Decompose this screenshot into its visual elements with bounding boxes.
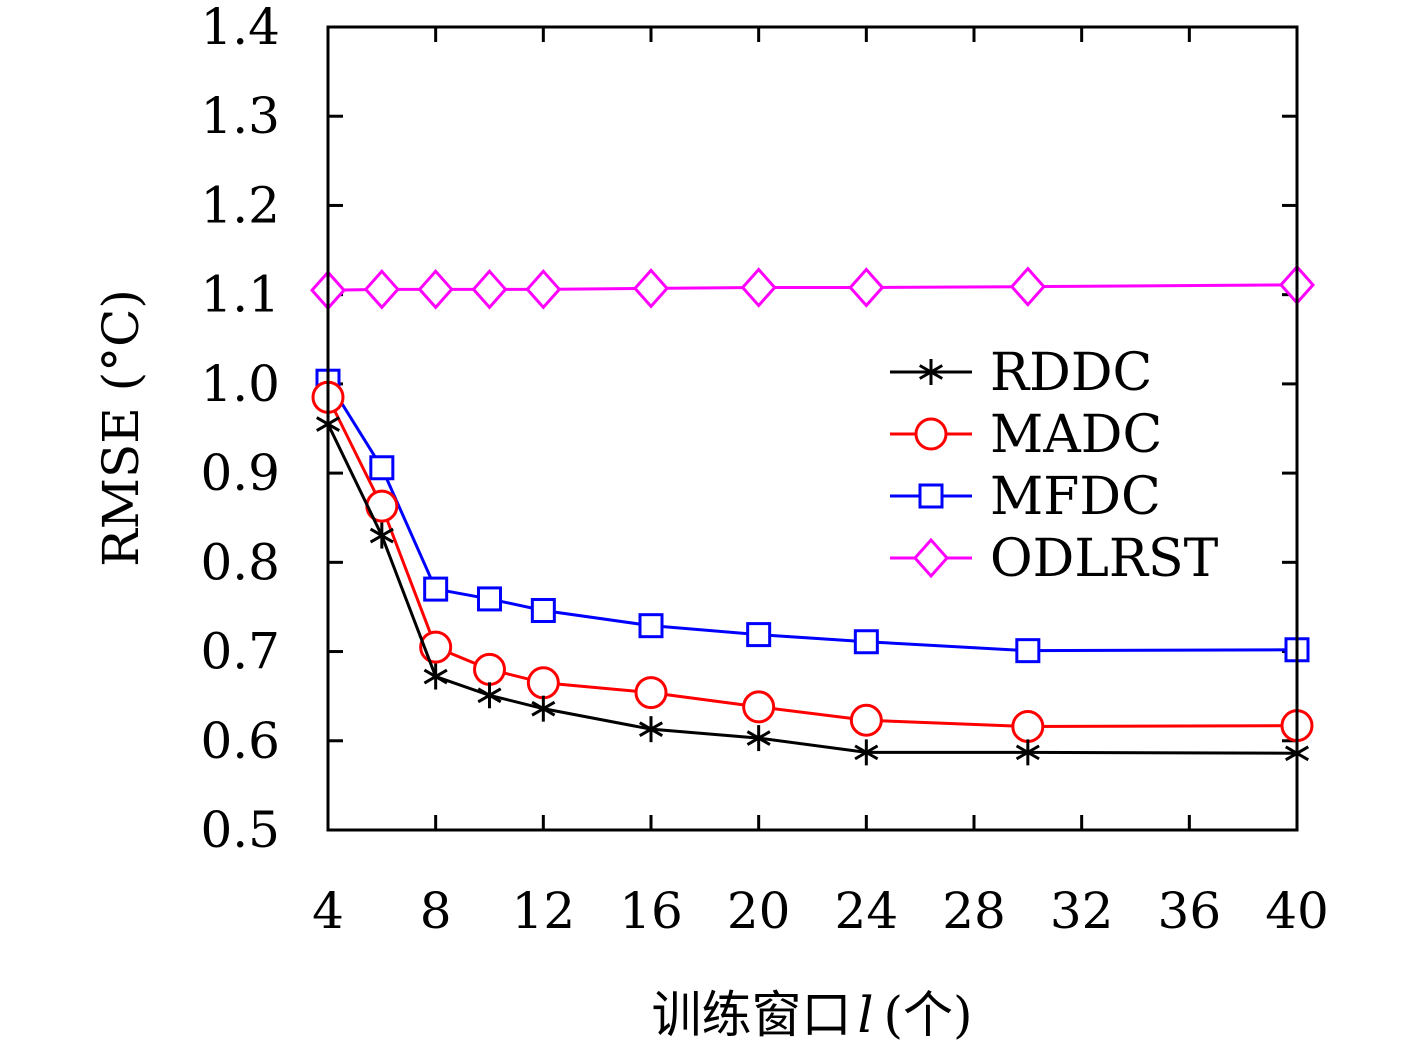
x-tick-label: 36 [1158, 882, 1222, 940]
data-point-mfdc [369, 455, 395, 481]
y-tick-label: 0.6 [200, 712, 280, 770]
y-tick-label: 0.8 [200, 533, 280, 591]
data-point-mfdc [477, 586, 502, 612]
data-point-mfdc [530, 598, 556, 624]
x-tick-label: 8 [420, 882, 452, 940]
series-line-rddc [326, 423, 1298, 755]
data-point-madc [1011, 710, 1045, 744]
data-point-rddc [746, 725, 771, 752]
axis-ticks: 0.5 0.6 0.7 0.8 0.9 1.0 1.1 1.2 1.3 1.4 4 8 12 16 20 24… [200, 0, 1328, 940]
data-point-madc [473, 652, 506, 686]
data-point-odlrst [740, 267, 777, 308]
data-point-rddc [1015, 739, 1040, 766]
y-tick-label: 0.5 [200, 801, 280, 859]
y-tick-label: 0.9 [200, 444, 280, 502]
y-tick-label: 0.7 [200, 623, 280, 681]
x-tick-label: 24 [835, 882, 899, 940]
data-point-mfdc [853, 629, 879, 655]
y-tick-label: 1.0 [200, 355, 280, 413]
data-point-odlrst [471, 269, 508, 310]
data-point-madc [742, 690, 776, 724]
x-tick-label: 32 [1050, 882, 1114, 940]
data-point-rddc [531, 695, 556, 722]
series-layer [309, 264, 1316, 767]
legend-item-rddc: RDDC [890, 343, 1152, 403]
series-line-odlrst [327, 283, 1298, 292]
legend-item-madc: MADC [890, 405, 1162, 465]
y-tick-label: 1.2 [200, 176, 280, 234]
data-point-odlrst [417, 269, 454, 310]
data-point-rddc [854, 739, 879, 766]
x-tick-label: 12 [512, 882, 576, 940]
series-odlrst [309, 264, 1316, 311]
legend-label: RDDC [990, 343, 1152, 403]
y-tick-label: 1.4 [200, 0, 280, 56]
legend-swatch-marker [912, 537, 950, 579]
data-point-madc [849, 703, 883, 737]
legend-label: MADC [990, 405, 1162, 465]
x-axis-title-variable: l [857, 986, 873, 1044]
data-point-madc [634, 676, 668, 710]
data-point-rddc [477, 682, 502, 709]
data-point-rddc [638, 716, 664, 743]
x-tick-label: 28 [942, 882, 1006, 940]
data-point-mfdc [638, 613, 664, 639]
y-tick-label: 1.1 [200, 266, 280, 324]
x-tick-label: 20 [727, 882, 791, 940]
data-point-odlrst [525, 269, 562, 310]
data-point-odlrst [363, 269, 400, 310]
legend-label: ODLRST [990, 529, 1219, 589]
series-mfdc [315, 368, 1310, 664]
legend-item-odlrst: ODLRST [890, 529, 1219, 589]
x-axis-title-prefix: 训练窗口 [651, 986, 851, 1044]
data-point-mfdc [1015, 638, 1041, 664]
x-tick-label: 40 [1265, 882, 1329, 940]
x-axis-title-unit: (个) [883, 986, 972, 1044]
legend-item-mfdc: MFDC [890, 467, 1161, 527]
x-tick-label: 16 [619, 882, 683, 940]
data-point-madc [526, 666, 560, 700]
series-line-mfdc [326, 380, 1298, 653]
data-point-odlrst [848, 267, 885, 308]
data-point-rddc [369, 522, 394, 549]
data-point-odlrst [632, 268, 670, 309]
y-tick-label: 1.3 [200, 87, 280, 145]
data-point-odlrst [1009, 266, 1046, 307]
series-line-madc [326, 396, 1298, 729]
data-point-rddc [423, 663, 448, 690]
data-point-mfdc [423, 576, 449, 602]
legend-swatch-marker [914, 417, 948, 451]
x-tick-label: 4 [312, 882, 344, 940]
legend-swatch-marker [918, 359, 944, 385]
y-axis-title: RMSE (°C) [92, 289, 150, 567]
data-point-mfdc [746, 622, 772, 648]
legend-swatch-marker [918, 483, 944, 509]
legend-label: MFDC [990, 467, 1161, 527]
plot-frame [326, 25, 1299, 832]
x-axis-title: 训练窗口 l (个) [651, 986, 972, 1044]
